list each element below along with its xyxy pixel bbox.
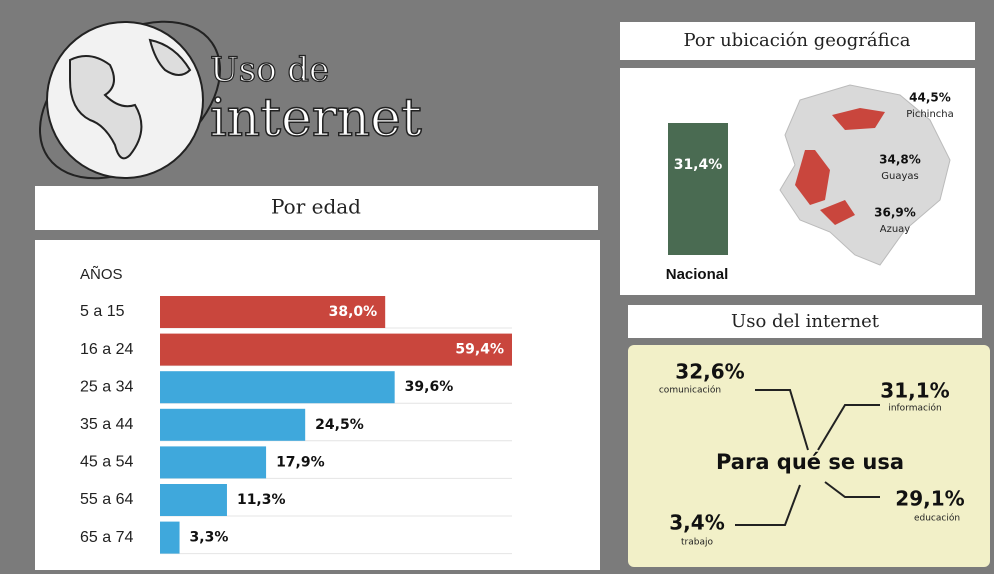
usage-heading-panel xyxy=(628,305,982,338)
bar xyxy=(160,371,395,404)
bar-value-label: 38,0% xyxy=(329,304,378,320)
usage-name: comunicación xyxy=(659,385,721,396)
usage-name: trabajo xyxy=(681,538,713,548)
age-label: 65 a 74 xyxy=(80,529,133,546)
map-azuay xyxy=(820,200,855,225)
map-pichincha xyxy=(832,108,885,130)
age-label: 35 a 44 xyxy=(80,416,133,433)
region-value: 44,5% xyxy=(909,91,951,105)
bar xyxy=(160,408,306,441)
age-label: 5 a 15 xyxy=(80,303,125,320)
age-heading: Por edad xyxy=(271,195,361,219)
bar-value-label: 11,3% xyxy=(237,492,286,508)
national-bar xyxy=(668,123,728,255)
title-line1: Uso de xyxy=(210,50,329,90)
age-label: 45 a 54 xyxy=(80,454,133,471)
location-heading-panel xyxy=(620,22,975,60)
globe xyxy=(38,20,222,180)
usage-value: 31,1% xyxy=(880,379,949,403)
national-value: 31,4% xyxy=(674,157,723,173)
region-value: 36,9% xyxy=(874,206,916,220)
age-axis-label: AÑOS xyxy=(80,266,123,283)
usage-value: 3,4% xyxy=(669,511,724,535)
region-name: Azuay xyxy=(880,224,911,235)
age-label: 55 a 64 xyxy=(80,491,133,508)
usage-panel xyxy=(628,345,990,567)
usage-name: educación xyxy=(914,513,960,524)
bar xyxy=(160,484,227,516)
age-heading-panel xyxy=(35,186,598,230)
map-guayas xyxy=(795,150,830,205)
bar xyxy=(160,296,386,328)
bar-value-label: 39,6% xyxy=(405,379,454,395)
region-name: Guayas xyxy=(881,171,918,182)
map xyxy=(779,84,951,266)
bar-value-label: 3,3% xyxy=(190,530,229,546)
national-label: Nacional xyxy=(666,266,729,283)
title-line2: internet xyxy=(210,89,422,149)
usage-value: 32,6% xyxy=(675,360,744,384)
usage-center: Para qué se usa xyxy=(716,450,904,474)
usage-value: 29,1% xyxy=(895,487,964,511)
usage-name: información xyxy=(888,403,941,414)
age-label: 25 a 34 xyxy=(80,378,133,395)
bar-value-label: 24,5% xyxy=(315,417,364,433)
bar xyxy=(160,446,267,479)
bar xyxy=(160,521,180,554)
usage-connectors xyxy=(735,389,880,526)
age-label: 16 a 24 xyxy=(80,341,133,358)
usage-heading: Uso del internet xyxy=(731,311,880,332)
location-heading: Por ubicación geográfica xyxy=(684,30,911,51)
region-name: Pichincha xyxy=(906,109,954,120)
bar-value-label: 59,4% xyxy=(455,342,504,358)
age-panel xyxy=(35,240,600,570)
bar-value-label: 17,9% xyxy=(276,454,325,470)
bar xyxy=(160,333,512,366)
region-value: 34,8% xyxy=(879,153,921,167)
